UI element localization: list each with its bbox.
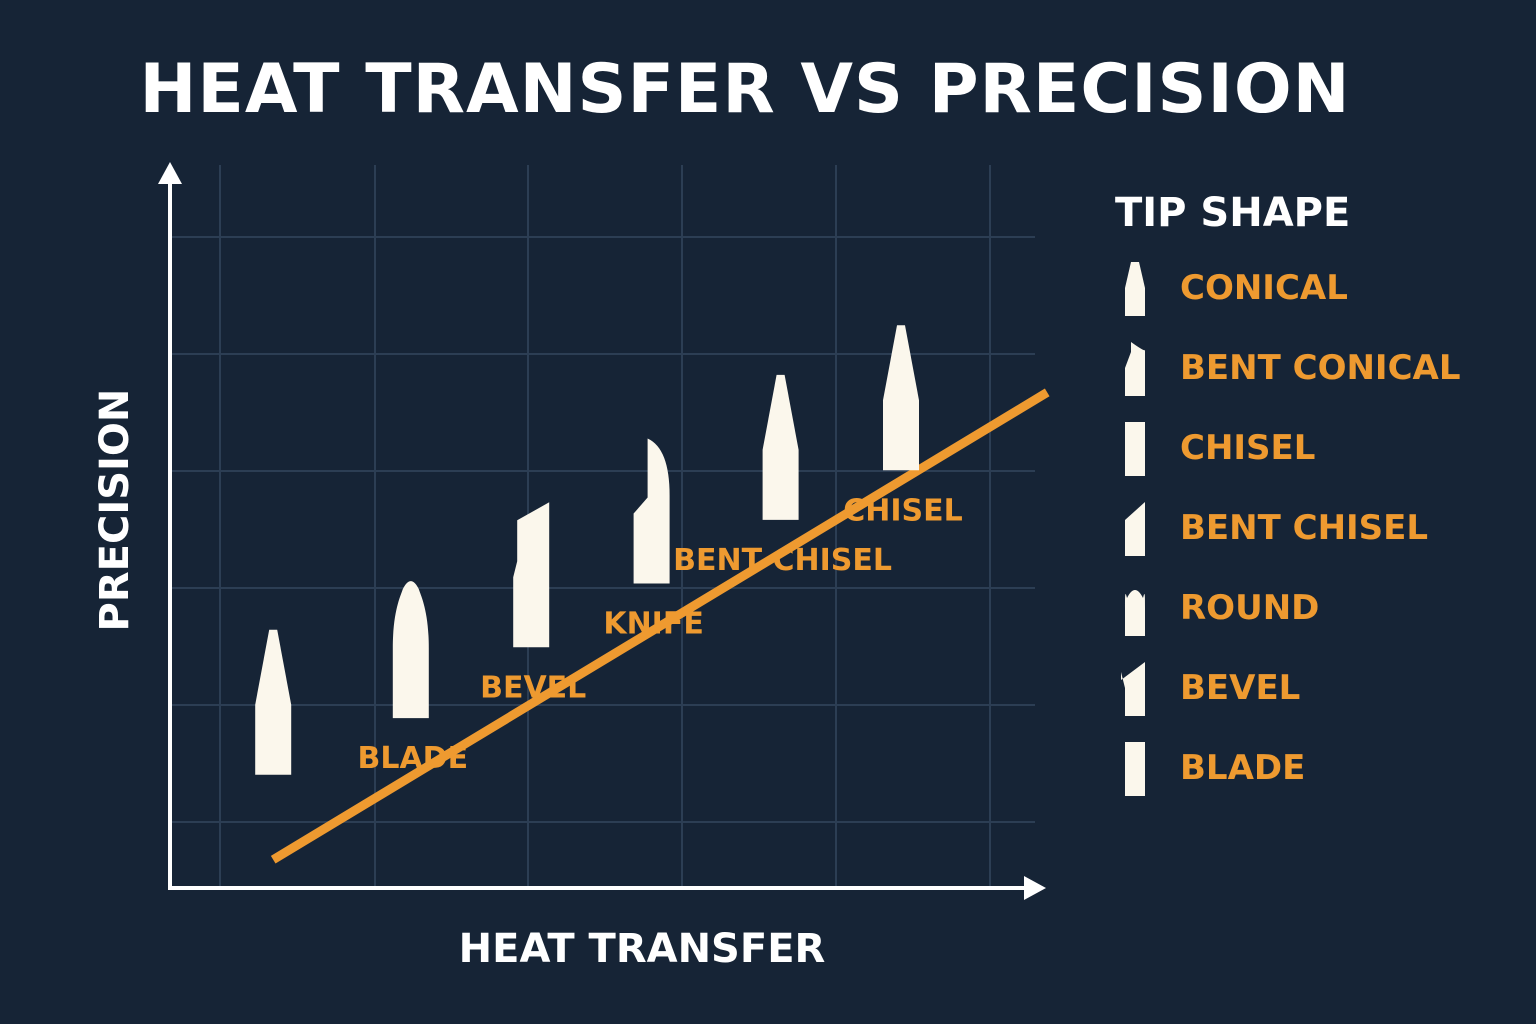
tip-conical-icon <box>762 374 799 520</box>
point-label: CHISEL <box>843 493 963 528</box>
legend-item-round: ROUND <box>1115 576 1525 656</box>
point-label: BENT CHISEL <box>673 543 892 578</box>
tip-round-icon <box>392 581 429 719</box>
legend-icon-shape <box>1125 590 1145 636</box>
blade-tip-icon <box>1125 742 1145 796</box>
data-point-0 <box>255 629 292 775</box>
legend-icon-shape <box>1125 742 1145 796</box>
x-axis-arrow <box>1024 876 1046 900</box>
legend-item-bent-chisel: BENT CHISEL <box>1115 496 1525 576</box>
legend-label: BENT CONICAL <box>1180 348 1461 388</box>
data-point-3 <box>633 438 670 584</box>
bevel-tip-icon <box>1121 662 1145 716</box>
legend-label: ROUND <box>1180 588 1320 628</box>
y-axis-label: PRECISION <box>92 389 138 632</box>
legend-icon-shape <box>1125 422 1145 476</box>
legend-item-blade: BLADE <box>1115 736 1525 816</box>
legend-item-chisel: CHISEL <box>1115 416 1525 496</box>
legend-icon-shape <box>1125 342 1145 396</box>
tip-conical-icon <box>255 629 292 775</box>
tip-bevel-icon <box>513 502 550 648</box>
legend-title: TIP SHAPE <box>1115 190 1351 236</box>
tip-conical-icon <box>883 325 919 471</box>
axes: HEAT TRANSFER PRECISION <box>92 162 1046 972</box>
data-point-2 <box>513 502 550 648</box>
chisel-tip-icon <box>1125 422 1145 476</box>
legend-item-bent-conical: BENT CONICAL <box>1115 336 1525 416</box>
legend-icon-shape <box>1125 502 1145 556</box>
legend-label: CONICAL <box>1180 268 1348 308</box>
data-point-4 <box>762 374 799 520</box>
y-axis-arrow <box>158 162 182 184</box>
legend-icon-shape <box>1121 662 1145 716</box>
legend: TIP SHAPE CONICAL BENT CONICAL CHISEL BENT … <box>1115 190 1525 816</box>
point-label: BEVEL <box>480 670 586 705</box>
data-point-5 <box>883 325 919 471</box>
x-axis-label: HEAT TRANSFER <box>459 926 826 972</box>
tip-bent-conical-icon <box>633 438 670 584</box>
legend-label: BENT CHISEL <box>1180 508 1429 548</box>
legend-icon-shape <box>1125 262 1145 316</box>
points-group: BLADE BEVEL KNIFE BENT CHISEL CHISEL <box>255 325 963 776</box>
data-point-1 <box>392 581 429 719</box>
bent-conical-tip-icon <box>1125 342 1145 396</box>
legend-label: BLADE <box>1180 748 1306 788</box>
point-label: BLADE <box>357 741 468 776</box>
legend-items: CONICAL BENT CONICAL CHISEL BENT CHISEL ROUN… <box>1115 256 1525 816</box>
chart-title: HEAT TRANSFER VS PRECISION <box>139 50 1351 129</box>
legend-item-conical: CONICAL <box>1115 256 1525 336</box>
legend-label: CHISEL <box>1180 428 1316 468</box>
legend-label: BEVEL <box>1180 668 1301 708</box>
legend-item-bevel: BEVEL <box>1115 656 1525 736</box>
chart-plot: HEAT TRANSFER PRECISION BLADEBEVELKNIFEB… <box>92 162 1050 972</box>
round-tip-icon <box>1125 590 1145 636</box>
conical-tip-icon <box>1125 262 1145 316</box>
point-label: KNIFE <box>603 607 704 642</box>
bent-chisel-tip-icon <box>1125 502 1145 556</box>
